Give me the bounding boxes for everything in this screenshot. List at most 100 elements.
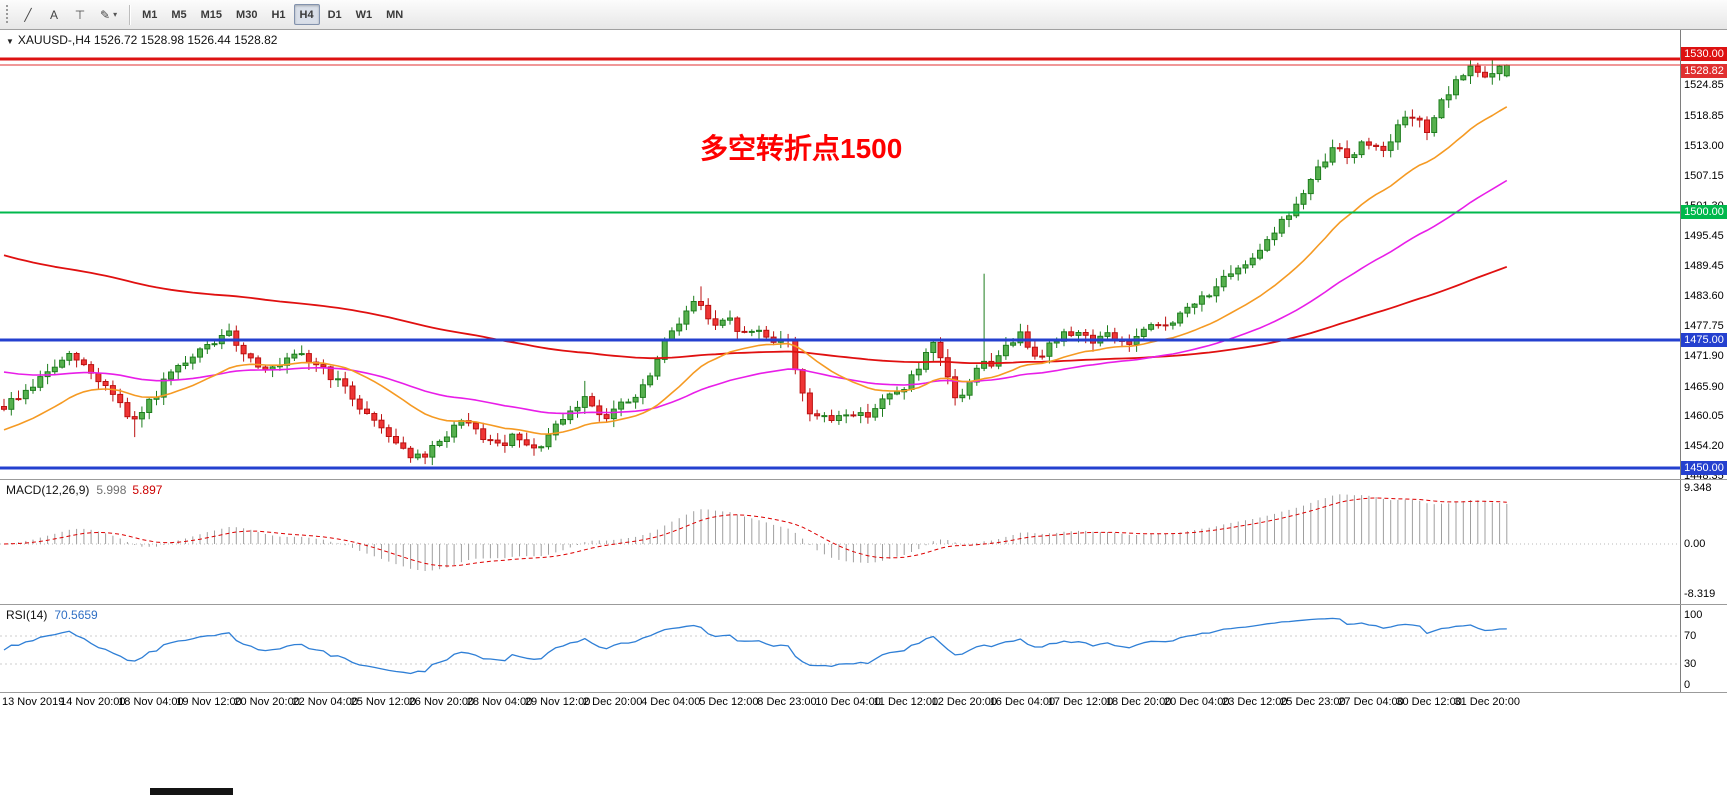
price-tag: 1450.00 <box>1681 460 1727 475</box>
time-label: 31 Dec 20:00 <box>1454 696 1520 708</box>
macd-signal-value: 5.897 <box>132 483 163 497</box>
time-label: 5 Dec 12:00 <box>699 696 759 708</box>
rsi-line <box>3 617 1507 675</box>
rsi-axis[interactable]: 100 70 30 0 <box>1680 605 1727 692</box>
macd-signal-line <box>3 497 1507 567</box>
macd-label: MACD(12,26,9) 5.998 5.897 <box>6 483 162 497</box>
toolbar: ╱ A ⊤ ✎ ▾ M1 M5 M15 M30 H1 H4 D1 W1 MN <box>0 0 1727 30</box>
time-label: 13 Nov 2019 <box>2 696 65 708</box>
main-chart-canvas[interactable] <box>0 30 1680 479</box>
time-label: 28 Nov 04:00 <box>466 696 533 708</box>
timeframe-button-m30[interactable]: M30 <box>236 8 258 21</box>
rsi-axis-tick: 0 <box>1684 679 1691 691</box>
symbol-ohlc-label: ▼ XAUUSD-,H4 1526.72 1528.98 1526.44 1528… <box>6 33 277 47</box>
time-label: 20 Dec 04:00 <box>1164 696 1230 708</box>
panel-divider[interactable] <box>0 692 1727 693</box>
time-label: 18 Nov 04:00 <box>118 696 184 708</box>
time-label: 25 Dec 23:00 <box>1280 696 1346 708</box>
price-tick: 1489.45 <box>1684 260 1724 273</box>
time-label: 16 Dec 04:00 <box>989 696 1056 708</box>
macd-panel: 9.348 0.00 -8.319 MACD(12,26,9) 5.998 5.897 <box>0 480 1727 604</box>
time-label: 30 Dec 12:00 <box>1396 696 1462 708</box>
time-label: 17 Dec 12:00 <box>1047 696 1114 708</box>
dropdown-caret-icon: ▾ <box>113 10 118 19</box>
timeframe-button-h4[interactable]: H4 <box>293 4 320 25</box>
price-tick: 1454.20 <box>1684 440 1724 453</box>
time-label: 18 Dec 20:00 <box>1105 696 1172 708</box>
timeframe-button-m15[interactable]: M15 <box>200 8 223 21</box>
time-label: 10 Dec 04:00 <box>815 696 881 708</box>
chart-dropdown-icon[interactable]: ▼ <box>6 37 14 46</box>
price-tag: 1500.00 <box>1681 205 1727 220</box>
main-chart-panel: 1524.851518.851513.001507.151501.301495.… <box>0 30 1727 482</box>
time-label: 4 Dec 04:00 <box>641 696 701 708</box>
drawing-tools-group: ╱ A ⊤ ✎ ▾ <box>15 4 124 25</box>
price-tick: 1483.60 <box>1684 290 1724 303</box>
price-tick: 1495.45 <box>1684 229 1724 242</box>
ma-mid-line <box>3 179 1508 415</box>
macd-axis-tick: -8.319 <box>1684 587 1716 600</box>
macd-axis-tick: 0.00 <box>1684 538 1706 550</box>
bottom-filler <box>0 713 1727 795</box>
symbol-ohlc-text: XAUUSD-,H4 1526.72 1528.98 1526.44 1528.… <box>17 33 278 47</box>
price-tick: 1460.05 <box>1684 410 1724 423</box>
rsi-name: RSI(14) <box>6 608 48 622</box>
time-label: 11 Dec 12:00 <box>873 696 939 708</box>
macd-axis[interactable]: 9.348 0.00 -8.319 <box>1680 480 1727 604</box>
rsi-panel: 100 70 30 0 RSI(14) 70.5659 <box>0 605 1727 692</box>
rsi-canvas[interactable] <box>0 605 1680 692</box>
price-tick: 1518.85 <box>1684 110 1724 123</box>
toolbar-grip[interactable] <box>4 4 11 25</box>
price-tag: 1530.00 <box>1681 47 1727 62</box>
shapes-dropdown[interactable]: ✎ ▾ <box>100 7 118 22</box>
time-label: 29 Nov 12:00 <box>524 696 591 708</box>
time-label: 20 Nov 20:00 <box>234 696 300 708</box>
rsi-axis-tick: 70 <box>1684 630 1697 642</box>
price-tick: 1507.15 <box>1684 169 1724 182</box>
time-label: 8 Dec 23:00 <box>757 696 817 708</box>
timeframe-button-h1[interactable]: H1 <box>271 8 286 21</box>
timeframe-button-m1[interactable]: M1 <box>142 8 158 21</box>
rsi-label: RSI(14) 70.5659 <box>6 608 98 622</box>
toolbar-separator <box>129 4 131 25</box>
candles <box>1 58 1510 466</box>
macd-canvas[interactable] <box>0 480 1680 604</box>
time-label: 27 Dec 04:00 <box>1338 696 1404 708</box>
chart-text-annotation[interactable]: 多空转折点1500 <box>700 133 903 164</box>
time-label: 25 Nov 12:00 <box>350 696 417 708</box>
timeframe-button-m5[interactable]: M5 <box>171 8 187 21</box>
ma-slow-line <box>3 254 1508 365</box>
macd-axis-tick: 9.348 <box>1684 481 1712 494</box>
timeframe-button-d1[interactable]: D1 <box>327 8 342 21</box>
timeframe-button-mn[interactable]: MN <box>386 8 404 21</box>
price-tag: 1528.82 <box>1681 64 1727 79</box>
panel-divider[interactable] <box>0 604 1727 605</box>
price-axis[interactable]: 1524.851518.851513.001507.151501.301495.… <box>1680 30 1727 482</box>
bottom-black-bar <box>150 788 233 795</box>
text-label-tool-icon[interactable]: ⊤ <box>74 7 86 22</box>
price-tick: 1465.90 <box>1684 380 1724 393</box>
price-tick: 1524.85 <box>1684 79 1724 92</box>
price-tick: 1471.90 <box>1684 349 1724 362</box>
price-tick: 1513.00 <box>1684 140 1724 152</box>
rsi-axis-tick: 100 <box>1684 609 1703 621</box>
price-tag: 1475.00 <box>1681 333 1727 348</box>
macd-name: MACD(12,26,9) <box>6 483 90 497</box>
ma-fast-line <box>3 106 1508 435</box>
time-label: 19 Nov 12:00 <box>176 696 242 708</box>
time-label: 14 Nov 20:00 <box>60 696 126 708</box>
timeframe-button-w1[interactable]: W1 <box>355 8 373 21</box>
time-label: 22 Nov 04:00 <box>292 696 358 708</box>
timeframe-group: M1 M5 M15 M30 H1 H4 D1 W1 MN <box>135 4 410 25</box>
rsi-axis-tick: 30 <box>1684 658 1697 670</box>
macd-main-value: 5.998 <box>96 483 127 497</box>
price-tick: 1477.75 <box>1684 320 1724 332</box>
time-label: 23 Dec 12:00 <box>1222 696 1288 708</box>
panel-divider[interactable] <box>0 479 1727 480</box>
text-tool-icon[interactable]: A <box>49 7 58 22</box>
time-axis[interactable]: 13 Nov 2019 14 Nov 20:00 18 Nov 04:00 19 No… <box>0 693 1727 713</box>
trendline-tool-icon[interactable]: ╱ <box>24 7 32 22</box>
time-label: 26 Nov 20:00 <box>408 696 475 708</box>
rsi-value: 70.5659 <box>54 608 98 622</box>
